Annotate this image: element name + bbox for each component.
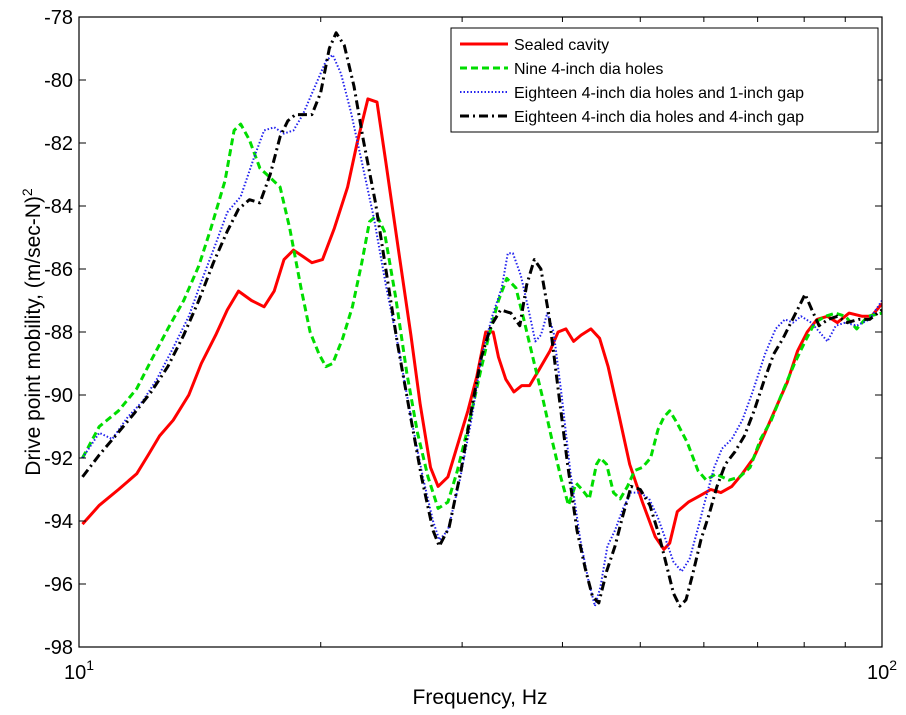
x-axis-title: Frequency, Hz [413, 686, 548, 709]
axis-ticks [78, 16, 883, 648]
legend-box [450, 27, 879, 133]
y-tick-label: -88 [44, 322, 73, 344]
y-axis-title-text: Drive point mobility, (m/sec-N) [22, 196, 45, 476]
y-tick-label: -92 [44, 448, 73, 470]
legend-label-3: Eighteen 4-inch dia holes and 1-inch gap [514, 85, 804, 102]
x-tick-label-exponent: 1 [86, 657, 94, 673]
y-tick-label: -82 [44, 133, 73, 155]
legend-label-4: Eighteen 4-inch dia holes and 4-inch gap [514, 109, 804, 126]
y-tick-label: -80 [44, 70, 73, 92]
y-tick-label: -86 [44, 259, 73, 281]
series-line-2 [81, 122, 882, 510]
series-line-4 [81, 31, 882, 608]
y-axis-title: Drive point mobility, (m/sec-N)2 [19, 188, 45, 476]
legend: Sealed cavity Nine 4-inch dia holes Eighte… [450, 27, 879, 133]
y-tick-label: -84 [44, 196, 73, 218]
y-tick-label: -96 [44, 574, 73, 596]
x-tick-label-base: 10 [64, 662, 86, 684]
y-tick-label: -94 [44, 511, 73, 533]
legend-label-1: Sealed cavity [514, 37, 609, 54]
x-tick-label-exponent: 2 [889, 657, 897, 673]
legend-label-2: Nine 4-inch dia holes [514, 61, 663, 78]
y-tick-label: -98 [44, 637, 73, 659]
plot-lines [81, 31, 882, 608]
x-tick-label: 102 [867, 657, 897, 684]
series-line-3 [81, 53, 882, 608]
x-tick-label-base: 10 [867, 662, 889, 684]
series-line-1 [81, 97, 882, 551]
y-tick-label: -78 [44, 7, 73, 29]
x-tick-label: 101 [64, 657, 94, 684]
y-axis-title-superscript: 2 [19, 188, 35, 196]
y-tick-label: -90 [44, 385, 73, 407]
